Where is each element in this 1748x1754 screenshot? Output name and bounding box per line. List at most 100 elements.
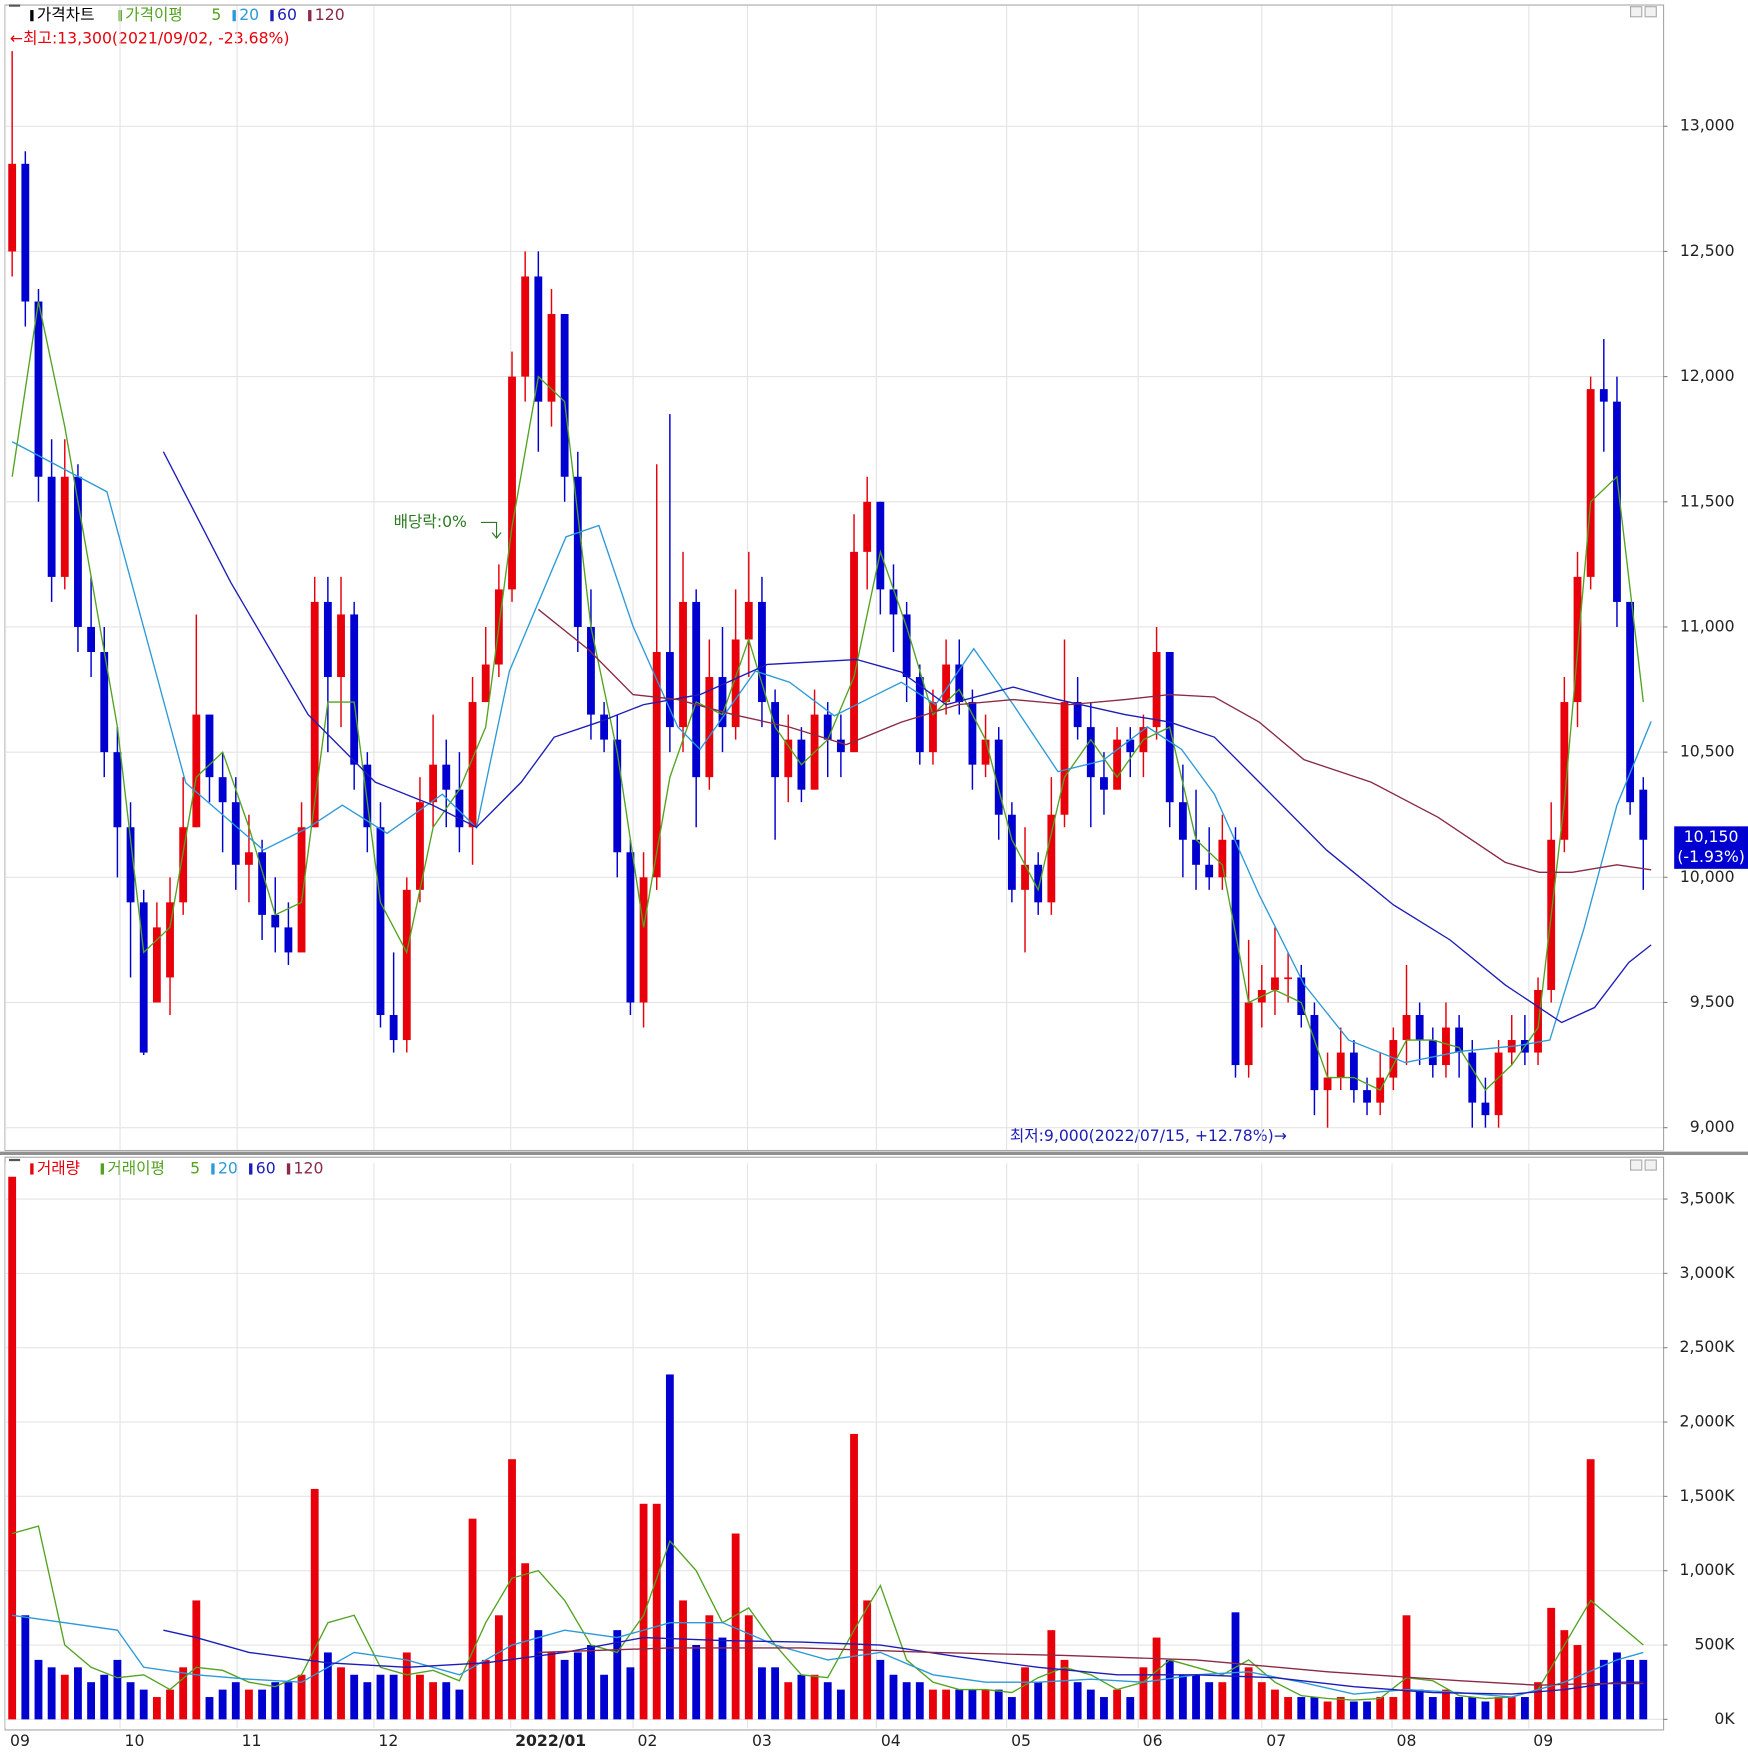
candle-body: [179, 827, 188, 903]
candle-body: [1047, 814, 1056, 903]
candle-body: [87, 626, 96, 652]
x-tick-label: 06: [1143, 1731, 1163, 1750]
ma-line: [163, 1629, 1644, 1695]
volume-bar: [1152, 1637, 1161, 1720]
volume-bar: [323, 1652, 332, 1720]
candle-body: [271, 914, 280, 928]
volume-bar: [692, 1645, 701, 1720]
volume-bar: [810, 1674, 819, 1720]
minimize-button[interactable]: [1630, 1159, 1643, 1171]
candle-body: [600, 714, 609, 740]
candle-body: [994, 739, 1003, 815]
candle-body: [744, 601, 753, 640]
close-button[interactable]: [1644, 6, 1657, 18]
volume-bar: [1113, 1689, 1122, 1720]
volume-bar: [955, 1689, 964, 1720]
candle-body: [902, 614, 911, 678]
candle-body: [100, 651, 109, 753]
candle-body: [547, 314, 556, 402]
volume-bar: [1139, 1667, 1148, 1720]
window-buttons[interactable]: [1630, 6, 1657, 1171]
candle-body: [1415, 1015, 1424, 1041]
volume-bar: [152, 1697, 161, 1720]
volume-bar: [468, 1518, 477, 1720]
candle-body: [258, 852, 267, 915]
volume-bar: [1257, 1682, 1266, 1720]
candle-body: [218, 777, 227, 803]
candle-body: [1021, 864, 1029, 890]
volume-bar: [310, 1488, 319, 1720]
volume-bar: [836, 1689, 845, 1720]
legend-swatch: [249, 1163, 253, 1175]
candle-body: [1073, 702, 1082, 728]
volume-bar: [1494, 1697, 1503, 1720]
candle-body: [245, 852, 253, 865]
candle-body: [1389, 1040, 1398, 1078]
x-tick-label: 11: [242, 1731, 262, 1750]
candle-body: [192, 714, 201, 828]
volume-bar: [1534, 1682, 1542, 1720]
last-price-box: [1674, 826, 1748, 869]
candle-body: [1481, 1102, 1490, 1116]
volume-bar: [744, 1615, 753, 1720]
volume-bar: [1060, 1659, 1069, 1720]
candle-body: [613, 739, 622, 853]
y-tick-label: 500K: [1694, 1635, 1735, 1654]
y-tick-label: 10,500: [1680, 742, 1735, 761]
volume-bar: [665, 1374, 674, 1720]
candle-body: [481, 664, 490, 703]
volume-bar: [902, 1682, 911, 1720]
volume-bar: [455, 1689, 464, 1720]
candle-body: [297, 827, 306, 953]
volume-bar: [1613, 1652, 1621, 1720]
candle-body: [915, 677, 924, 753]
candle-body: [560, 314, 569, 477]
legend-title: 거래량: [37, 1158, 80, 1177]
candle-body: [323, 601, 332, 678]
volume-bar: [192, 1600, 201, 1720]
volume-bar: [929, 1689, 937, 1720]
y-tick-label: 12,500: [1680, 241, 1735, 260]
volume-bar: [258, 1689, 267, 1720]
volume-bar: [1520, 1697, 1529, 1720]
x-tick-label: 12: [378, 1731, 398, 1750]
last-price-label: 10,150: [1684, 827, 1739, 846]
candle-body: [626, 852, 635, 1003]
candle-body: [929, 702, 937, 753]
close-button[interactable]: [1644, 1159, 1657, 1171]
volume-bar: [337, 1667, 345, 1720]
candle-body: [1534, 989, 1542, 1053]
volume-bar: [1231, 1612, 1240, 1720]
volume-bar: [245, 1689, 253, 1720]
volume-bar: [1323, 1701, 1332, 1720]
candle-body: [455, 789, 464, 828]
legend-mark: [8, 1158, 21, 1162]
volume-bar: [547, 1652, 556, 1720]
candle-body: [363, 764, 372, 828]
volume-bar: [1639, 1659, 1648, 1720]
y-tick-label: 0K: [1714, 1709, 1735, 1728]
candle-body: [205, 714, 214, 778]
legend-entry: 5: [211, 5, 221, 24]
volume-bar: [429, 1682, 438, 1720]
candle-body: [231, 802, 240, 865]
x-tick-label: 07: [1266, 1731, 1286, 1750]
volume-bar: [1599, 1659, 1608, 1720]
volume-bar: [560, 1659, 569, 1720]
volume-bar: [416, 1674, 424, 1720]
x-tick-label: 08: [1397, 1731, 1417, 1750]
candle-body: [284, 927, 293, 953]
volume-bar: [389, 1674, 398, 1720]
volume-bar: [1310, 1697, 1319, 1720]
legend-entry: 120: [315, 5, 345, 24]
volume-bar: [771, 1667, 780, 1720]
candle-body: [1639, 789, 1648, 840]
minimize-button[interactable]: [1630, 6, 1643, 18]
x-tick-label: 03: [752, 1731, 772, 1750]
volume-legend: 거래량 거래이평 5 20 60 120: [8, 1158, 323, 1177]
legend-entry: 20: [218, 1158, 238, 1177]
candle-body: [1560, 702, 1569, 840]
volume-bar: [442, 1682, 451, 1720]
candle-body: [836, 739, 845, 753]
candle-body: [534, 276, 543, 402]
